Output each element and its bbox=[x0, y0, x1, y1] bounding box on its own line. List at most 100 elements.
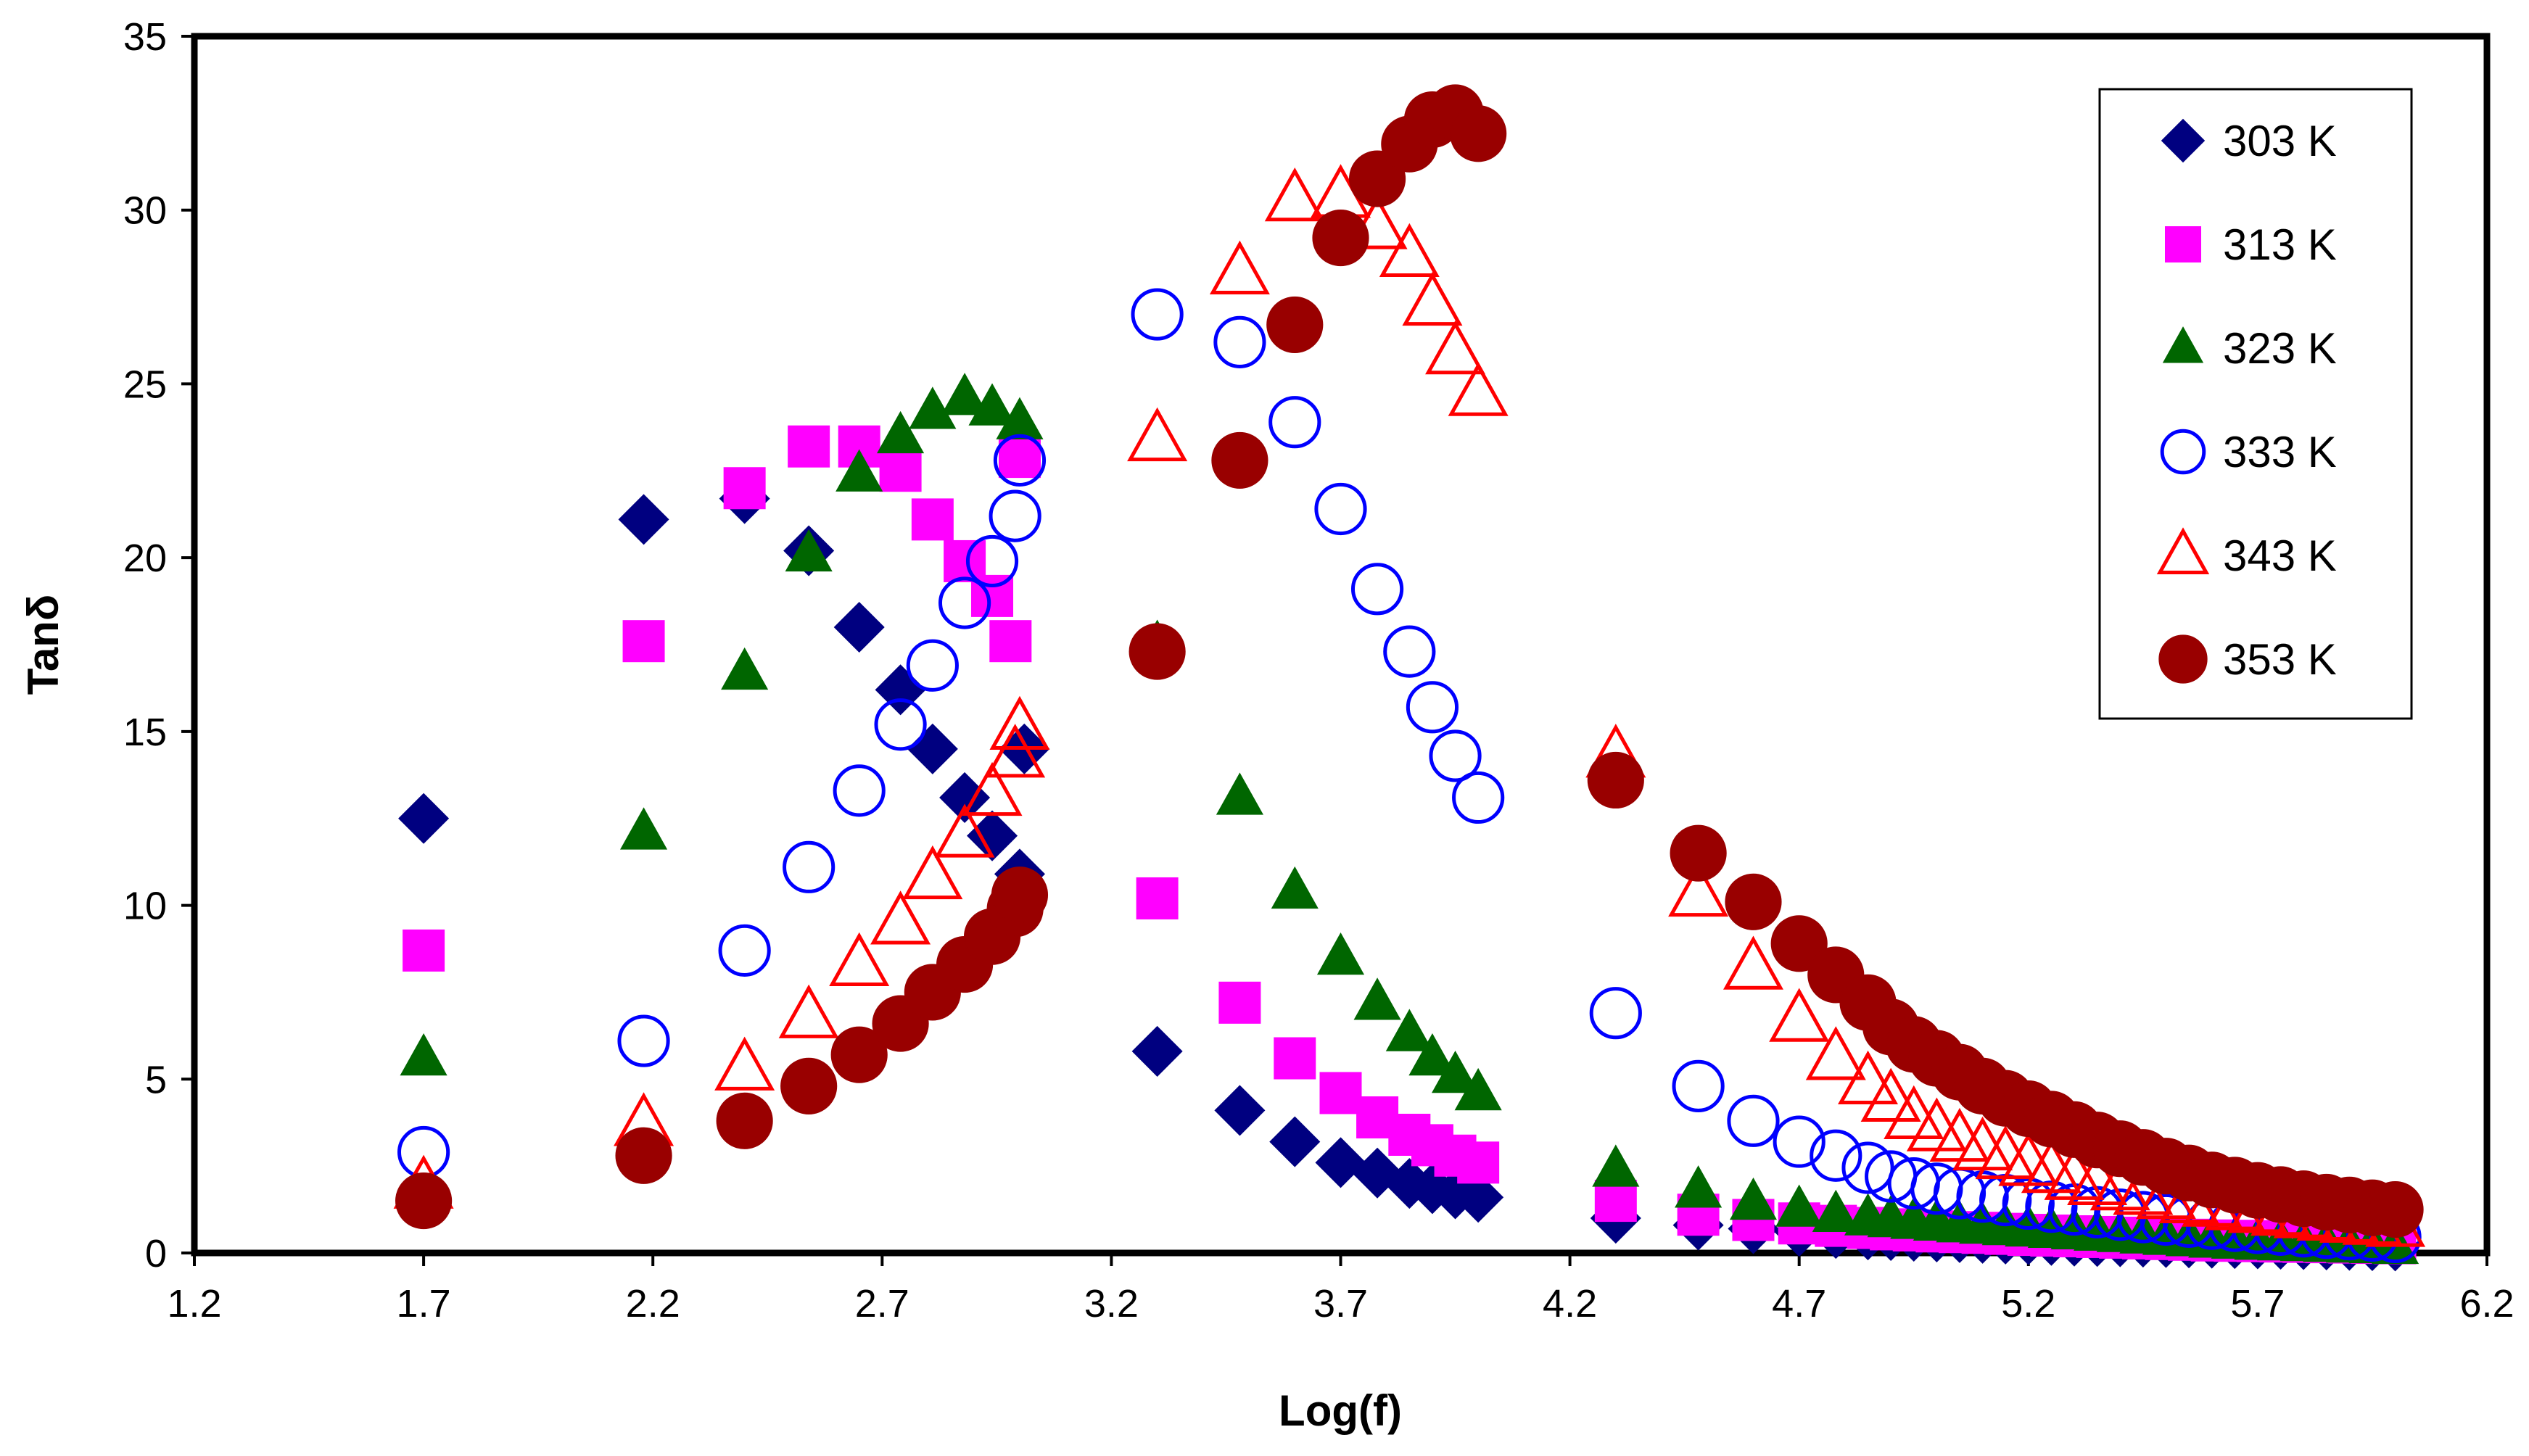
data-point bbox=[1211, 431, 1268, 489]
data-point bbox=[1675, 1165, 1723, 1208]
x-tick-label: 2.2 bbox=[626, 1282, 680, 1325]
legend-box bbox=[2098, 88, 2413, 720]
data-point bbox=[1269, 1116, 1321, 1167]
data-point bbox=[989, 695, 1050, 750]
legend-label: 313 K bbox=[2223, 220, 2337, 269]
data-point bbox=[1131, 1025, 1183, 1077]
data-point bbox=[1589, 987, 1642, 1040]
data-point bbox=[1315, 1137, 1366, 1188]
series-323-k bbox=[400, 373, 2419, 1265]
data-point bbox=[1668, 862, 1729, 917]
data-point bbox=[1129, 623, 1186, 680]
data-point bbox=[879, 450, 922, 492]
data-point bbox=[829, 932, 890, 987]
data-point bbox=[989, 620, 1032, 663]
data-point bbox=[1775, 1184, 1823, 1227]
data-point bbox=[2140, 1193, 2192, 1246]
data-point bbox=[718, 924, 771, 977]
y-tick-label: 15 bbox=[123, 711, 167, 754]
data-point bbox=[985, 724, 1046, 778]
data-point bbox=[1379, 223, 1440, 277]
legend-label: 353 K bbox=[2223, 635, 2337, 684]
data-point bbox=[902, 845, 963, 900]
data-point bbox=[911, 498, 954, 541]
data-point bbox=[1353, 977, 1401, 1020]
data-point bbox=[617, 1014, 670, 1067]
data-point bbox=[1594, 1180, 1637, 1223]
x-tick-label: 5.7 bbox=[2230, 1282, 2285, 1325]
data-point bbox=[1670, 824, 1727, 882]
data-point bbox=[1453, 1172, 1504, 1223]
data-point bbox=[400, 1033, 447, 1076]
data-point bbox=[1268, 396, 1321, 449]
data-point bbox=[1316, 932, 1365, 975]
y-axis-title: Tanδ bbox=[19, 595, 67, 695]
y-tick-label: 20 bbox=[123, 537, 167, 580]
legend-marker bbox=[2158, 634, 2208, 684]
data-point bbox=[830, 1026, 888, 1083]
data-point bbox=[1773, 1115, 1825, 1168]
x-tick-label: 3.2 bbox=[1084, 1282, 1139, 1325]
x-tick-label: 1.7 bbox=[397, 1282, 451, 1325]
data-point bbox=[906, 639, 959, 692]
x-tick-label: 4.7 bbox=[1772, 1282, 1826, 1325]
legend-label: 303 K bbox=[2223, 117, 2337, 165]
data-point bbox=[1213, 315, 1266, 368]
data-point bbox=[1402, 271, 1463, 326]
data-point bbox=[716, 1092, 773, 1149]
legend-marker bbox=[2165, 226, 2201, 262]
data-point bbox=[1770, 915, 1828, 972]
data-point bbox=[938, 576, 991, 629]
y-tick-label: 35 bbox=[123, 15, 167, 59]
data-point bbox=[1860, 1067, 1921, 1122]
data-point bbox=[1450, 105, 1507, 162]
data-point bbox=[877, 410, 925, 454]
x-tick-label: 4.2 bbox=[1543, 1282, 1597, 1325]
legend-marker bbox=[2162, 326, 2204, 363]
data-point bbox=[1218, 981, 1261, 1024]
data-point bbox=[996, 397, 1044, 439]
data-point bbox=[622, 620, 665, 663]
data-point bbox=[1266, 296, 1324, 354]
data-point bbox=[909, 386, 957, 429]
data-point bbox=[941, 373, 989, 415]
legend-marker bbox=[2156, 527, 2210, 575]
data-point bbox=[721, 647, 769, 690]
legend-marker bbox=[2161, 118, 2206, 163]
data-point bbox=[1725, 873, 1782, 930]
data-point bbox=[944, 539, 986, 582]
data-point bbox=[1448, 362, 1509, 416]
x-tick-label: 6.2 bbox=[2459, 1282, 2514, 1325]
data-point bbox=[833, 764, 886, 817]
data-point bbox=[1312, 209, 1369, 267]
data-point bbox=[1452, 771, 1505, 824]
data-point bbox=[714, 1036, 775, 1091]
data-point bbox=[395, 1172, 453, 1230]
data-point bbox=[1587, 751, 1644, 809]
x-axis-title: Log(f) bbox=[1279, 1386, 1402, 1435]
data-point bbox=[403, 929, 445, 972]
x-tick-label: 1.2 bbox=[167, 1282, 221, 1325]
data-point bbox=[788, 425, 830, 468]
data-point bbox=[1406, 681, 1459, 734]
legend: 303 K 313 K 323 K 333 K 343 K 353 K bbox=[2098, 88, 2413, 720]
y-axis: 0 5 10 15 20 25 30 35 bbox=[123, 15, 194, 1275]
data-point bbox=[619, 807, 668, 850]
data-points bbox=[393, 84, 2426, 1272]
y-tick-label: 10 bbox=[123, 885, 167, 928]
data-point bbox=[965, 534, 1019, 588]
data-point bbox=[1136, 877, 1179, 919]
data-point bbox=[1431, 1050, 1480, 1093]
data-point bbox=[1264, 167, 1325, 222]
data-point bbox=[1271, 866, 1319, 909]
data-point bbox=[618, 494, 669, 545]
data-point bbox=[1209, 240, 1270, 294]
data-point bbox=[1729, 1177, 1778, 1220]
data-point bbox=[1214, 1085, 1266, 1136]
legend-label: 323 K bbox=[2223, 324, 2337, 373]
data-point bbox=[1457, 1141, 1500, 1184]
y-tick-label: 0 bbox=[145, 1232, 167, 1275]
data-point bbox=[1672, 1059, 1725, 1112]
data-point bbox=[993, 434, 1047, 487]
data-point bbox=[398, 793, 450, 844]
